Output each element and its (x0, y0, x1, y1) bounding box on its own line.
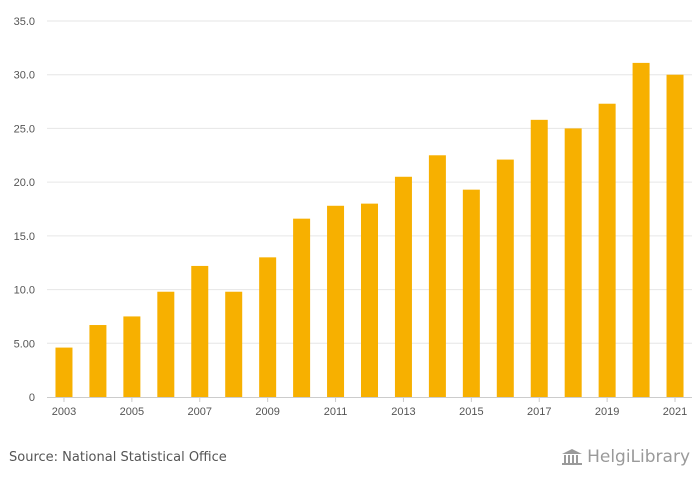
bar-2006 (157, 291, 175, 397)
bar-2011 (327, 205, 345, 397)
x-tick-label: 2015 (459, 406, 483, 418)
y-tick-label: 10.0 (14, 285, 35, 297)
bar-2010 (293, 218, 311, 397)
x-tick-label: 2021 (663, 406, 687, 418)
y-tick-label: 25.0 (14, 123, 35, 135)
brand-logo[interactable]: HelgiLibrary (561, 447, 690, 467)
y-tick-label: 35.0 (14, 16, 35, 28)
y-tick-label: 15.0 (14, 231, 35, 243)
x-tick-label: 2017 (527, 406, 551, 418)
bar-2008 (225, 291, 243, 397)
bar-2014 (428, 155, 446, 397)
source-note: Source: National Statistical Office (9, 450, 227, 465)
bar-2019 (598, 103, 616, 397)
x-tick-label: 2003 (52, 406, 76, 418)
bar-2007 (191, 265, 209, 397)
x-tick-label: 2005 (120, 406, 144, 418)
y-tick-label: 0 (29, 392, 35, 404)
x-tick-label: 2011 (324, 406, 348, 418)
bars (55, 62, 684, 397)
bar-2015 (462, 189, 480, 397)
bar-2004 (89, 325, 107, 397)
x-axis-labels: 2003 2005 2007 2009 2011 2013 2015 2017 2019 2021 (52, 406, 688, 418)
bar-2021 (666, 74, 684, 397)
bar-2013 (394, 176, 412, 397)
bar-2018 (564, 128, 582, 397)
y-tick-label: 30.0 (14, 70, 35, 82)
bar-2020 (632, 62, 650, 397)
y-tick-label: 20.0 (14, 177, 35, 189)
bar-2009 (259, 257, 277, 397)
bar-2017 (530, 119, 548, 397)
library-building-icon (562, 449, 583, 465)
x-tick-label: 2009 (255, 406, 279, 418)
bar-2016 (496, 159, 514, 397)
x-axis-ticks (63, 397, 676, 402)
bar-2003 (55, 347, 73, 397)
x-tick-label: 2007 (188, 406, 212, 418)
bar-2012 (361, 203, 378, 397)
y-axis-labels: 0 5.00 10.0 15.0 20.0 25.0 30.0 35.0 (14, 16, 35, 404)
brand-name: HelgiLibrary (587, 447, 690, 467)
x-tick-label: 2013 (391, 406, 415, 418)
bar-2005 (123, 316, 141, 397)
x-tick-label: 2019 (595, 406, 619, 418)
y-tick-label: 5.00 (14, 338, 35, 350)
